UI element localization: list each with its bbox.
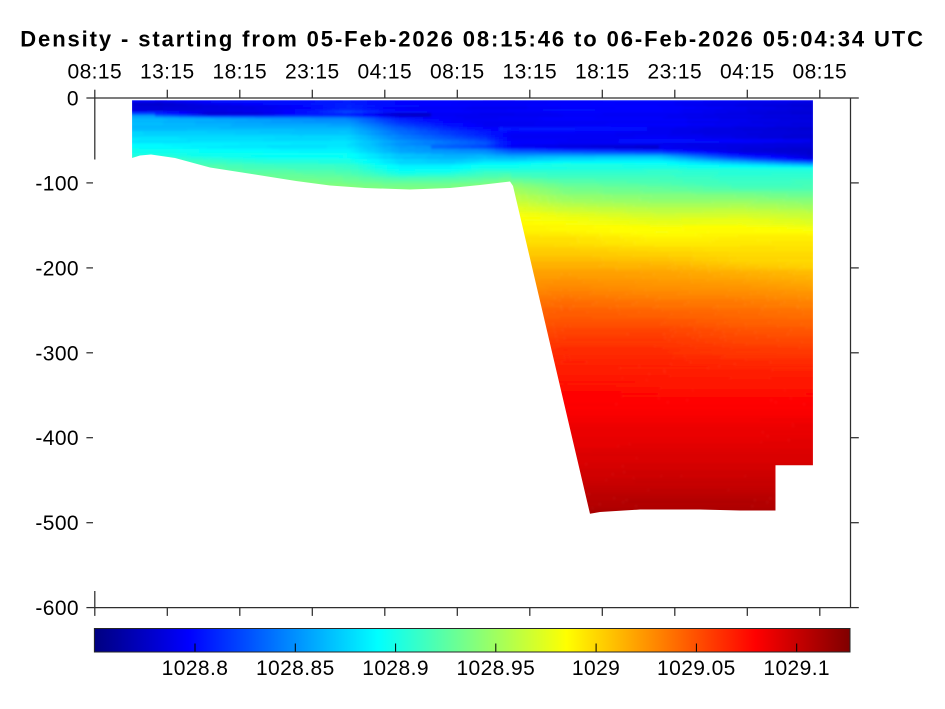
svg-text:13:15: 13:15 <box>140 61 195 84</box>
svg-text:08:15: 08:15 <box>793 61 848 84</box>
svg-text:1029.05: 1029.05 <box>657 657 736 680</box>
svg-text:-100: -100 <box>35 172 79 195</box>
svg-text:13:15: 13:15 <box>503 61 558 84</box>
svg-text:0: 0 <box>67 88 79 111</box>
svg-text:23:15: 23:15 <box>285 61 340 84</box>
svg-text:04:15: 04:15 <box>358 61 413 84</box>
svg-text:1029: 1029 <box>572 657 620 680</box>
svg-text:08:15: 08:15 <box>68 61 123 84</box>
svg-text:1028.9: 1028.9 <box>362 657 429 680</box>
svg-text:-500: -500 <box>35 512 79 535</box>
svg-text:1029.1: 1029.1 <box>763 657 830 680</box>
svg-text:18:15: 18:15 <box>213 61 268 84</box>
svg-text:-300: -300 <box>35 342 79 365</box>
svg-text:-600: -600 <box>35 597 79 620</box>
svg-text:1028.8: 1028.8 <box>162 657 229 680</box>
svg-text:-200: -200 <box>35 257 79 280</box>
svg-text:1028.85: 1028.85 <box>256 657 335 680</box>
svg-text:1028.95: 1028.95 <box>456 657 535 680</box>
svg-text:04:15: 04:15 <box>720 61 775 84</box>
svg-text:23:15: 23:15 <box>648 61 703 84</box>
svg-text:-400: -400 <box>35 427 79 450</box>
svg-text:08:15: 08:15 <box>430 61 485 84</box>
svg-text:Density - starting from 05-Feb: Density - starting from 05-Feb-2026 08:1… <box>20 27 925 52</box>
svg-text:18:15: 18:15 <box>575 61 630 84</box>
